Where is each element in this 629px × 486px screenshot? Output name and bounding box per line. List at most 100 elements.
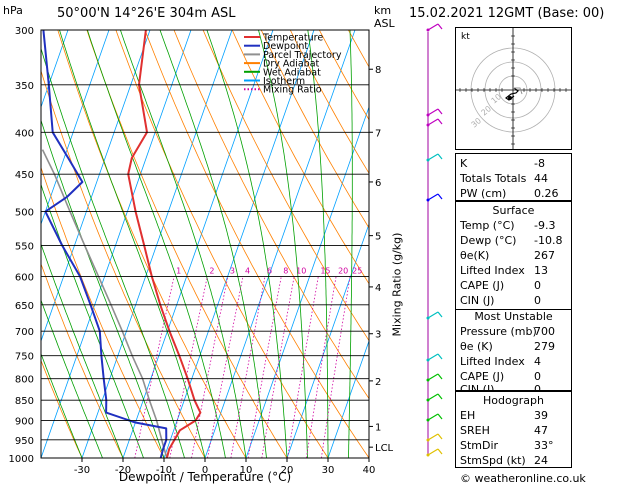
- index-value: -8: [534, 157, 545, 170]
- mixing-ratio-label: 25: [352, 266, 362, 275]
- surface-label: Temp (°C): [460, 219, 515, 232]
- pressure-tick-label: 550: [15, 241, 34, 252]
- surface-value: -9.3: [534, 219, 556, 232]
- wind-barb-flag: [437, 448, 443, 455]
- copyright[interactable]: © weatheronline.co.uk: [460, 472, 586, 485]
- dry-adiabat-line: [231, 30, 369, 285]
- hodo-label: SREH: [460, 424, 490, 437]
- wind-barb-dot: [426, 198, 430, 202]
- temp-tick-label: 10: [240, 465, 253, 476]
- wind-barb-flag: [437, 393, 443, 400]
- hodograph-title: Hodograph: [483, 394, 544, 407]
- mixing-ratio-line: [306, 276, 337, 458]
- hodo-value: 33°: [534, 439, 554, 452]
- mixing-ratio-line: [247, 276, 282, 458]
- hodo-value: 39: [534, 409, 548, 422]
- index-row: Totals Totals 44: [456, 171, 571, 186]
- wet-adiabat-line: [368, 447, 369, 458]
- index-row: PW (cm) 0.26: [456, 186, 571, 201]
- isotherm-line: [41, 30, 151, 343]
- mixing-ratio-label: 20: [338, 266, 348, 275]
- km-label: km: [374, 4, 392, 17]
- hpa-label: hPa: [3, 4, 23, 17]
- most-unstable-title: Most Unstable: [474, 310, 553, 323]
- wind-barb-dot: [426, 123, 430, 127]
- km-tick-label: 7: [375, 128, 381, 139]
- surface-label: Lifted Index: [460, 264, 525, 277]
- surface-label: θe(K): [460, 249, 490, 262]
- hodo-row: StmSpd (kt) 24: [456, 453, 571, 468]
- surface-label: CAPE (J): [460, 279, 505, 292]
- mu-value: 279: [534, 340, 555, 353]
- isotherm-line: [163, 30, 315, 458]
- wind-barb-flag: [437, 153, 443, 160]
- mixing-ratio-label: 2: [209, 266, 214, 275]
- hodo-row: StmDir 33°: [456, 438, 571, 453]
- wind-barb-flag: [437, 118, 443, 125]
- mu-value: 0: [534, 383, 541, 396]
- dry-adiabat-line: [144, 30, 369, 458]
- wind-barb: [427, 393, 439, 401]
- temp-tick-label: 30: [322, 465, 335, 476]
- mixing-ratio-line: [287, 276, 319, 458]
- mixing-ratio-label: 8: [283, 266, 288, 275]
- wind-barb: [427, 108, 439, 116]
- wind-barb: [427, 193, 439, 201]
- surface-title: Surface: [492, 204, 535, 217]
- location-title: 50°00'N 14°26'E 304m ASL: [57, 6, 236, 21]
- indices-panel: K -8 Totals Totals 44 PW (cm) 0.26: [455, 153, 572, 201]
- pressure-tick-label: 900: [15, 417, 34, 428]
- dry-adiabat-line: [289, 30, 369, 175]
- surface-row: Lifted Index 13: [456, 263, 571, 278]
- wind-barb: [427, 23, 439, 31]
- km-tick-label: 5: [375, 232, 381, 243]
- wind-barb-dot: [426, 398, 430, 402]
- pressure-tick-label: 500: [15, 208, 34, 219]
- pressure-tick-label: 850: [15, 396, 34, 407]
- mixing-ratio-label: 10: [296, 266, 306, 275]
- wind-barb: [427, 118, 439, 126]
- pressure-tick-label: 750: [15, 352, 34, 363]
- surface-value: 0: [534, 279, 541, 292]
- hodograph-trace-grey: [514, 87, 523, 95]
- dry-adiabat-line: [86, 30, 288, 458]
- isotherm-line: [286, 222, 369, 458]
- wind-barb: [427, 413, 439, 421]
- temp-tick-label: 20: [281, 465, 294, 476]
- wind-barb-flag: [437, 413, 443, 420]
- index-label: K: [460, 157, 468, 170]
- isotherm-line: [204, 30, 356, 458]
- isotherm-line: [245, 105, 369, 458]
- pressure-tick-label: 300: [15, 26, 34, 37]
- wind-barb-dot: [426, 28, 430, 32]
- wind-barb-dot: [426, 316, 430, 320]
- mu-row: Pressure (mb) 700: [456, 324, 571, 339]
- mixing-ratio-label: 15: [320, 266, 330, 275]
- wind-barb: [427, 353, 439, 361]
- pressure-tick-label: 600: [15, 272, 34, 283]
- legend-label: Isotherm: [263, 76, 305, 87]
- separator: [456, 309, 571, 310]
- isotherm-line: [41, 30, 110, 226]
- hodograph-panel: kt 10 20 30: [455, 27, 572, 150]
- temp-tick-label: 40: [363, 465, 376, 476]
- temp-tick-label: -20: [115, 465, 131, 476]
- mu-label: CAPE (J): [460, 370, 505, 383]
- wind-barb-dot: [426, 378, 430, 382]
- wind-barb: [427, 373, 439, 381]
- hodo-row: EH 39: [456, 408, 571, 423]
- wind-barb-dot: [426, 113, 430, 117]
- mixing-ratio-line: [320, 276, 351, 458]
- isotherm-line: [327, 339, 369, 458]
- hodo-label: StmSpd (kt): [460, 454, 526, 467]
- lcl-label: LCL: [375, 443, 394, 454]
- wind-barb-flag: [437, 108, 443, 115]
- temp-tick-label: 0: [202, 465, 208, 476]
- wind-barb-flag: [437, 23, 443, 30]
- mu-label: Lifted Index: [460, 355, 525, 368]
- wind-barb-flag: [437, 353, 443, 360]
- km-tick-label: 8: [375, 65, 381, 76]
- wind-barb-dot: [426, 418, 430, 422]
- wind-barb-dot: [426, 358, 430, 362]
